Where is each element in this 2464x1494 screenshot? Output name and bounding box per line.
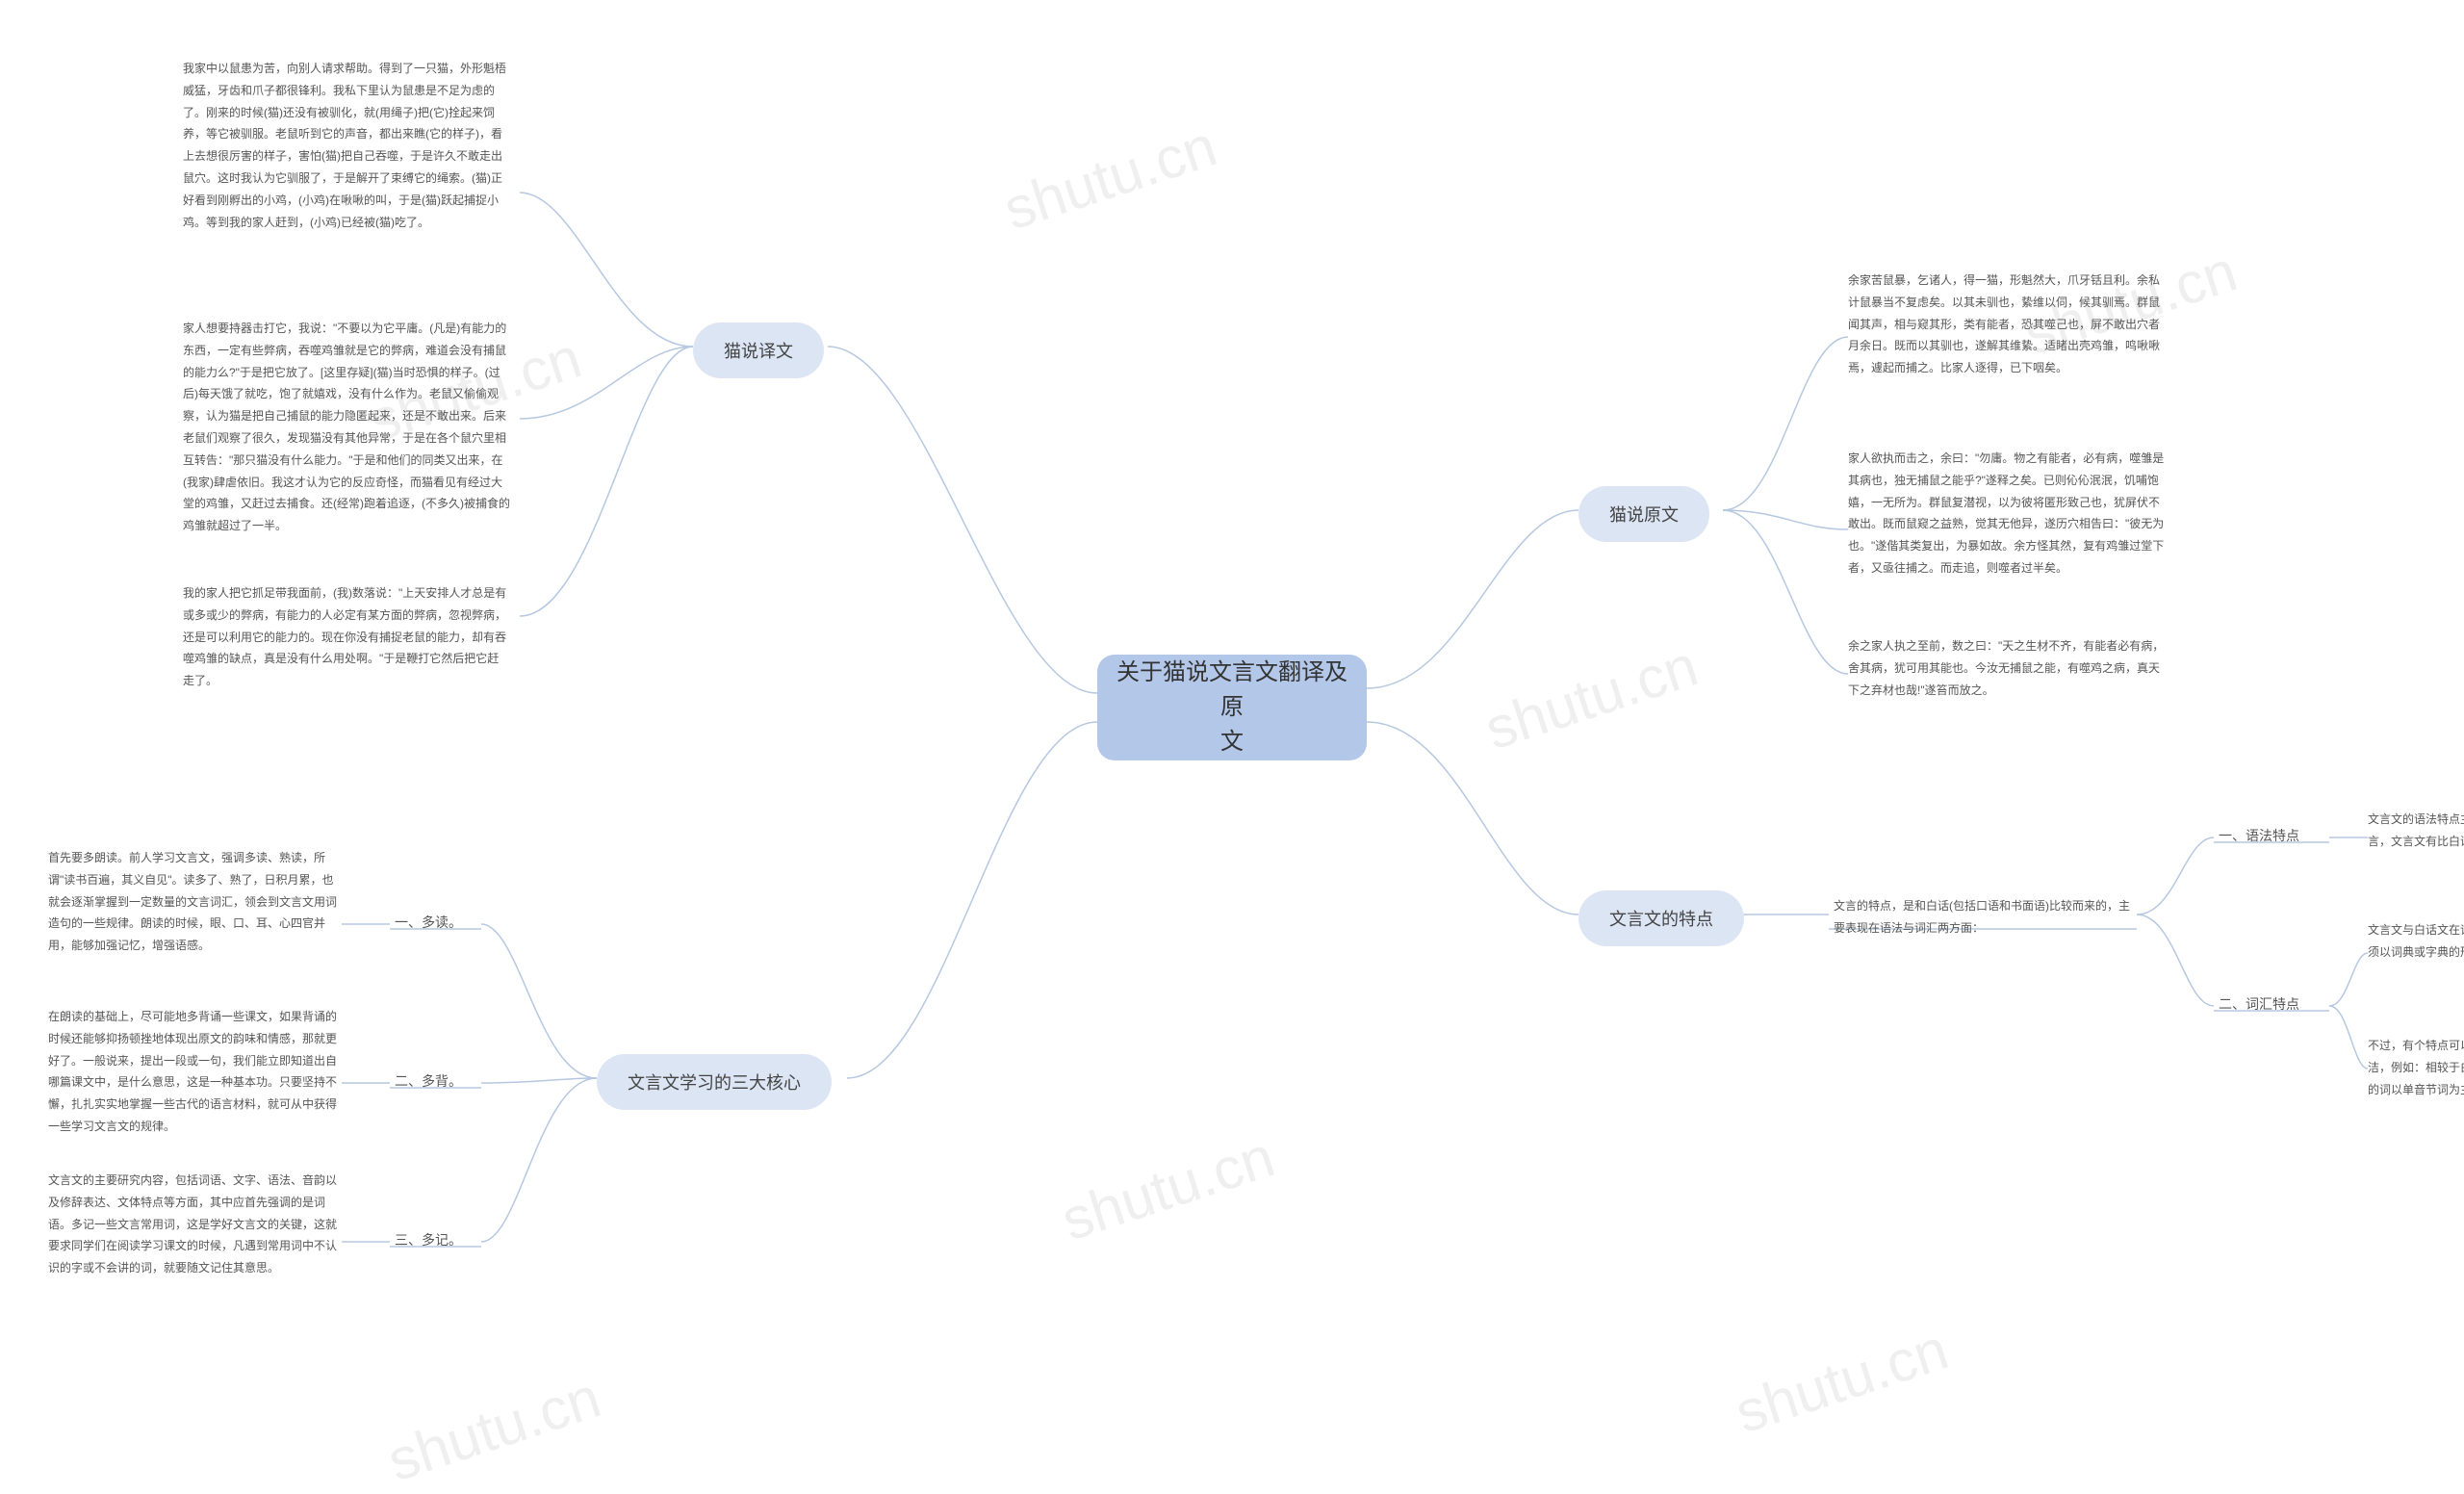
branch-features: 文言文的特点 (1578, 890, 1744, 946)
watermark: shutu.cn (1477, 632, 1706, 763)
learning-text-1: 首先要多朗读。前人学习文言文，强调多读、熟读，所谓"读书百遍，其义自见"。读多了… (48, 847, 337, 957)
features-label-2: 二、词汇特点 (2219, 994, 2299, 1014)
features-text-2a: 文言文与白话文在词汇上有很大的差异。这个差异通常必须以词典或字典的形式加以条列，… (2368, 919, 2464, 964)
learning-text-3: 文言文的主要研究内容，包括词语、文字、语法、音韵以及修辞表达、文体特点等方面，其… (48, 1170, 337, 1279)
learning-label-3: 三、多记。 (395, 1230, 462, 1249)
original-item-1: 余家苦鼠暴，乞诸人，得一猫，形魁然大，爪牙铦且利。余私计鼠暴当不复虑矣。以其未驯… (1848, 270, 2166, 379)
center-title: 关于猫说文言文翻译及原文 (1097, 655, 1367, 760)
translation-item-1: 我家中以鼠患为苦，向别人请求帮助。得到了一只猫，外形魁梧威猛，牙齿和爪子都很锋利… (183, 58, 510, 233)
watermark: shutu.cn (1054, 1123, 1282, 1254)
features-intro: 文言的特点，是和白话(包括口语和书面语)比较而来的，主要表现在语法与词汇两方面： (1834, 895, 2132, 940)
translation-item-2: 家人想要持器击打它，我说："不要以为它平庸。(凡是)有能力的东西，一定有些弊病，… (183, 318, 510, 537)
watermark: shutu.cn (380, 1364, 608, 1494)
features-text-2b: 不过，有个特点可以概括性地观察：文言文的词汇较为简洁，例如：相较于白话文的词以双… (2368, 1035, 2464, 1100)
learning-label-1: 一、多读。 (395, 913, 462, 932)
original-item-2: 家人欲执而击之，余曰："勿庸。物之有能者，必有病，噬雏是其病也，独无捕鼠之能乎?… (1848, 448, 2166, 580)
watermark: shutu.cn (1728, 1316, 1956, 1447)
branch-original: 猫说原文 (1578, 486, 1709, 542)
features-label-1: 一、语法特点 (2219, 826, 2299, 845)
features-text-1: 文言文的语法特点主要表现在词类及词序两方面。一般而言，文言文有比白话更多的词类活… (2368, 809, 2464, 853)
watermark: shutu.cn (996, 113, 1224, 244)
original-item-3: 余之家人执之至前，数之曰："天之生材不齐，有能者必有病，舍其病，犹可用其能也。今… (1848, 635, 2166, 701)
branch-learning: 文言文学习的三大核心 (597, 1054, 832, 1110)
learning-label-2: 二、多背。 (395, 1071, 462, 1091)
branch-translation: 猫说译文 (693, 322, 824, 378)
learning-text-2: 在朗读的基础上，尽可能地多背诵一些课文，如果背诵的时候还能够抑扬顿挫地体现出原文… (48, 1006, 337, 1138)
translation-item-3: 我的家人把它抓足带我面前，(我)数落说："上天安排人才总是有或多或少的弊病，有能… (183, 582, 510, 692)
